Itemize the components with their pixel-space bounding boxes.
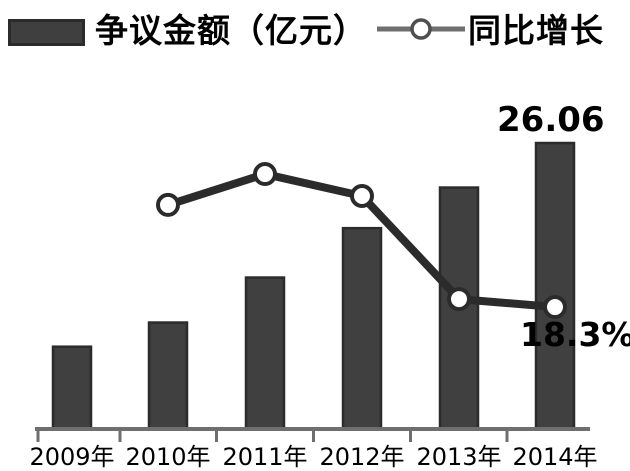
legend-bar-swatch-icon	[8, 19, 85, 46]
bar-2012	[341, 226, 383, 431]
x-axis-label-2011: 2011年	[222, 443, 308, 471]
marker-2013	[447, 287, 471, 312]
bar-2011	[244, 276, 286, 431]
marker-2014	[543, 295, 567, 320]
x-axis-label-2012: 2012年	[319, 443, 405, 471]
legend-line-label: 同比增长	[468, 11, 604, 50]
bar-value-label-2014: 26.06	[497, 100, 605, 140]
bar-2014	[534, 141, 576, 431]
line-value-label-2014: 18.3%	[520, 315, 630, 354]
bar-2010	[147, 321, 189, 431]
x-axis-label-2010: 2010年	[125, 443, 211, 471]
marker-2010	[156, 192, 180, 217]
marker-2011	[253, 162, 277, 187]
legend-line-marker-icon	[377, 18, 465, 40]
x-axis-label-2013: 2013年	[416, 443, 502, 471]
legend-bar-label: 争议金额（亿元）	[95, 11, 367, 50]
marker-2012	[350, 183, 374, 208]
x-axis-label-2009: 2009年	[29, 443, 115, 471]
bar-2009	[51, 345, 93, 431]
x-axis-label-2014: 2014年	[512, 443, 598, 471]
